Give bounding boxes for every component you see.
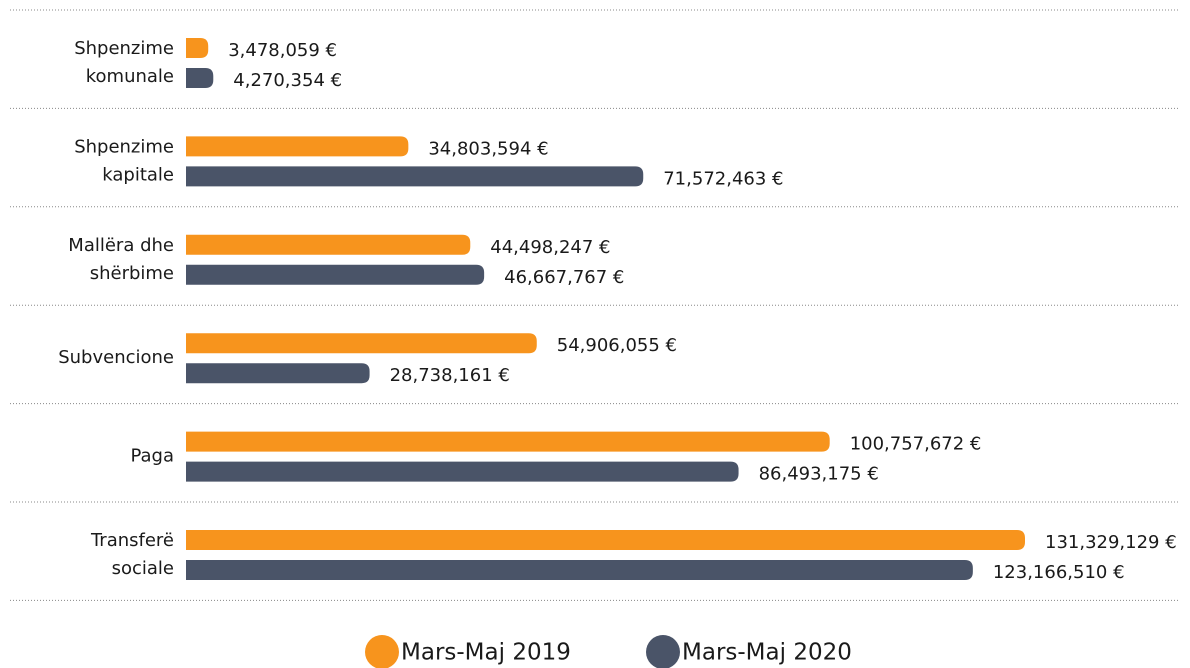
bar (186, 68, 214, 88)
category-label: Subvencione (58, 347, 174, 368)
bar (186, 461, 739, 482)
legend-marker (646, 635, 680, 668)
value-label: 46,667,767 € (504, 267, 624, 288)
legend-text: Mars-Maj 2020 (682, 640, 852, 666)
value-label: 34,803,594 € (428, 138, 548, 159)
value-label: 86,493,175 € (759, 464, 879, 485)
bar (186, 530, 1025, 550)
value-label: 131,329,129 € (1045, 532, 1177, 553)
value-label: 100,757,672 € (850, 434, 982, 455)
bar (186, 38, 209, 58)
bar (186, 431, 830, 452)
bar (186, 136, 409, 157)
bar (186, 264, 485, 285)
value-label: 28,738,161 € (390, 365, 510, 386)
legend-marker (365, 635, 399, 668)
value-label: 54,906,055 € (557, 335, 677, 356)
value-label: 71,572,463 € (663, 168, 783, 189)
category-label: Mallëra dhe shërbime (68, 235, 174, 284)
bar (186, 333, 537, 354)
bar (186, 234, 471, 255)
bar (186, 166, 644, 187)
value-label: 4,270,354 € (233, 70, 342, 91)
category-label: Paga (130, 446, 174, 467)
bar (186, 560, 973, 580)
value-label: 44,498,247 € (490, 237, 610, 258)
value-label: 3,478,059 € (228, 40, 337, 61)
category-label: Transferë sociale (90, 530, 174, 579)
category-label: Shpenzime komunale (74, 38, 174, 87)
bar (186, 363, 370, 384)
value-label: 123,166,510 € (993, 562, 1125, 583)
legend-text: Mars-Maj 2019 (401, 640, 571, 666)
category-label: Shpenzime kapitale (74, 136, 174, 185)
